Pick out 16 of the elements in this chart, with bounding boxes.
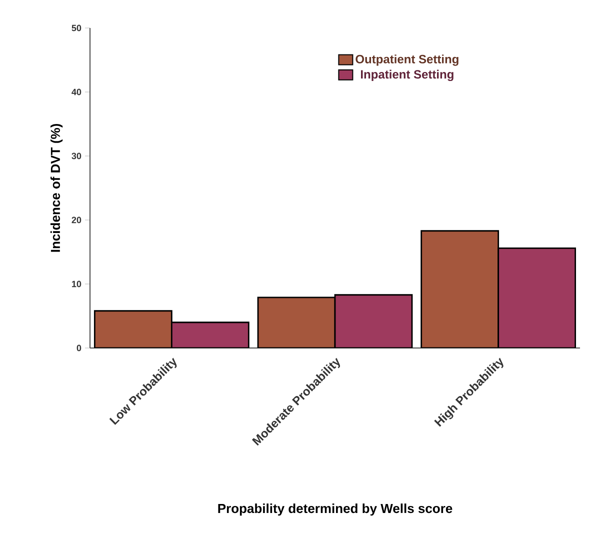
bar: [334, 294, 413, 348]
bar: [257, 296, 336, 348]
y-axis-title: Incidence of DVT (%): [50, 124, 63, 252]
y-tick-label: 20: [72, 216, 82, 224]
legend-label: Outpatient Setting: [356, 54, 458, 66]
bar: [498, 247, 576, 348]
y-tick-label: 0: [76, 344, 82, 352]
bar: [170, 322, 250, 348]
bar: [420, 230, 500, 348]
y-tick-label: 50: [72, 24, 82, 32]
y-tick-label: 10: [72, 280, 82, 288]
bar: [94, 310, 172, 348]
y-tick-label: 30: [72, 152, 82, 160]
legend-label: Inpatient Setting: [361, 70, 454, 82]
y-tick-label: 40: [72, 88, 82, 96]
x-axis-title: Propability determined by Wells score: [218, 504, 452, 516]
